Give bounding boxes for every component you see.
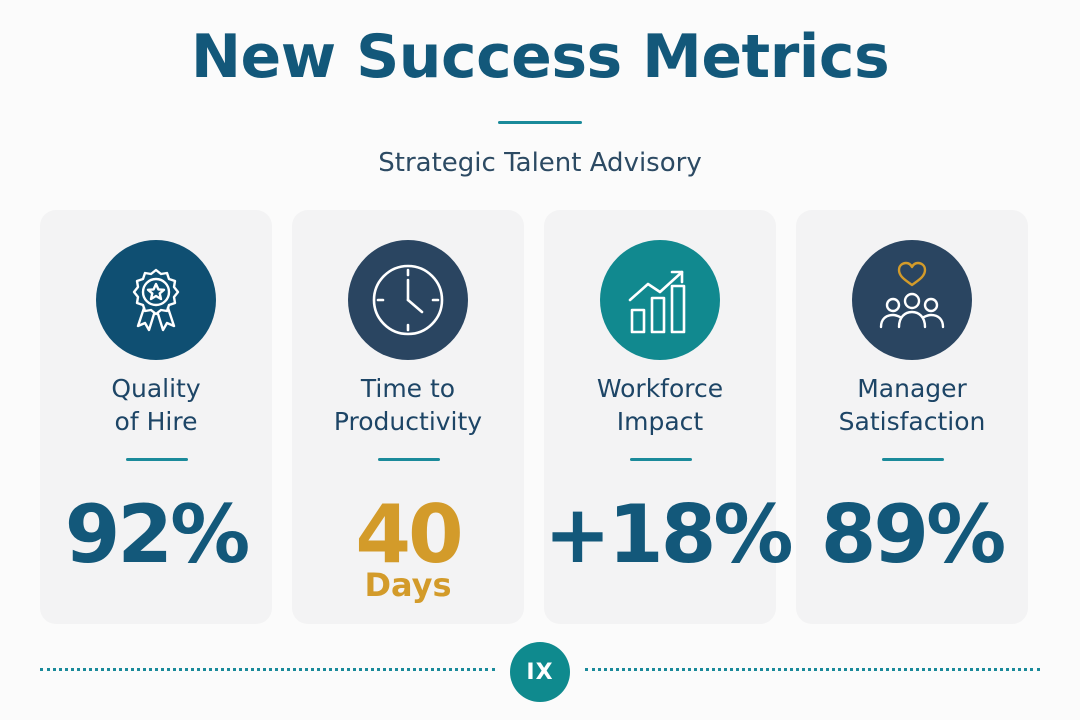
metric-unit: Days bbox=[364, 566, 452, 604]
metric-divider bbox=[882, 458, 944, 461]
title-divider bbox=[498, 121, 582, 124]
metric-value: 40 bbox=[355, 488, 463, 581]
metric-value: +18% bbox=[544, 488, 794, 581]
team-heart-icon bbox=[852, 240, 972, 360]
clock-icon bbox=[348, 240, 468, 360]
metric-label: Manager Satisfaction bbox=[838, 374, 986, 436]
award-ribbon-icon bbox=[96, 240, 216, 360]
metric-label: Time to Productivity bbox=[333, 374, 483, 436]
metric-value: 89% bbox=[820, 488, 1006, 581]
brand-logo: IX bbox=[510, 642, 570, 702]
metric-divider bbox=[126, 458, 188, 461]
metric-card-workforce-impact: Workforce Impact +18% bbox=[544, 210, 794, 624]
metric-value: 92% bbox=[64, 488, 250, 581]
growth-chart-icon bbox=[600, 240, 720, 360]
footer-divider-right bbox=[585, 668, 1040, 671]
metric-card-quality-of-hire: Quality of Hire 92% bbox=[40, 210, 272, 624]
page-subtitle: Strategic Talent Advisory bbox=[378, 148, 702, 178]
metric-divider bbox=[630, 458, 692, 461]
metric-card-manager-satisfaction: Manager Satisfaction 89% bbox=[796, 210, 1028, 624]
metric-label: Workforce Impact bbox=[596, 374, 724, 436]
page-title: New Success Metrics bbox=[190, 22, 890, 92]
metric-divider bbox=[378, 458, 440, 461]
footer-divider-left bbox=[40, 668, 495, 671]
metric-card-time-to-productivity: Time to Productivity 40 Days bbox=[292, 210, 524, 624]
metric-label: Quality of Hire bbox=[111, 374, 201, 436]
